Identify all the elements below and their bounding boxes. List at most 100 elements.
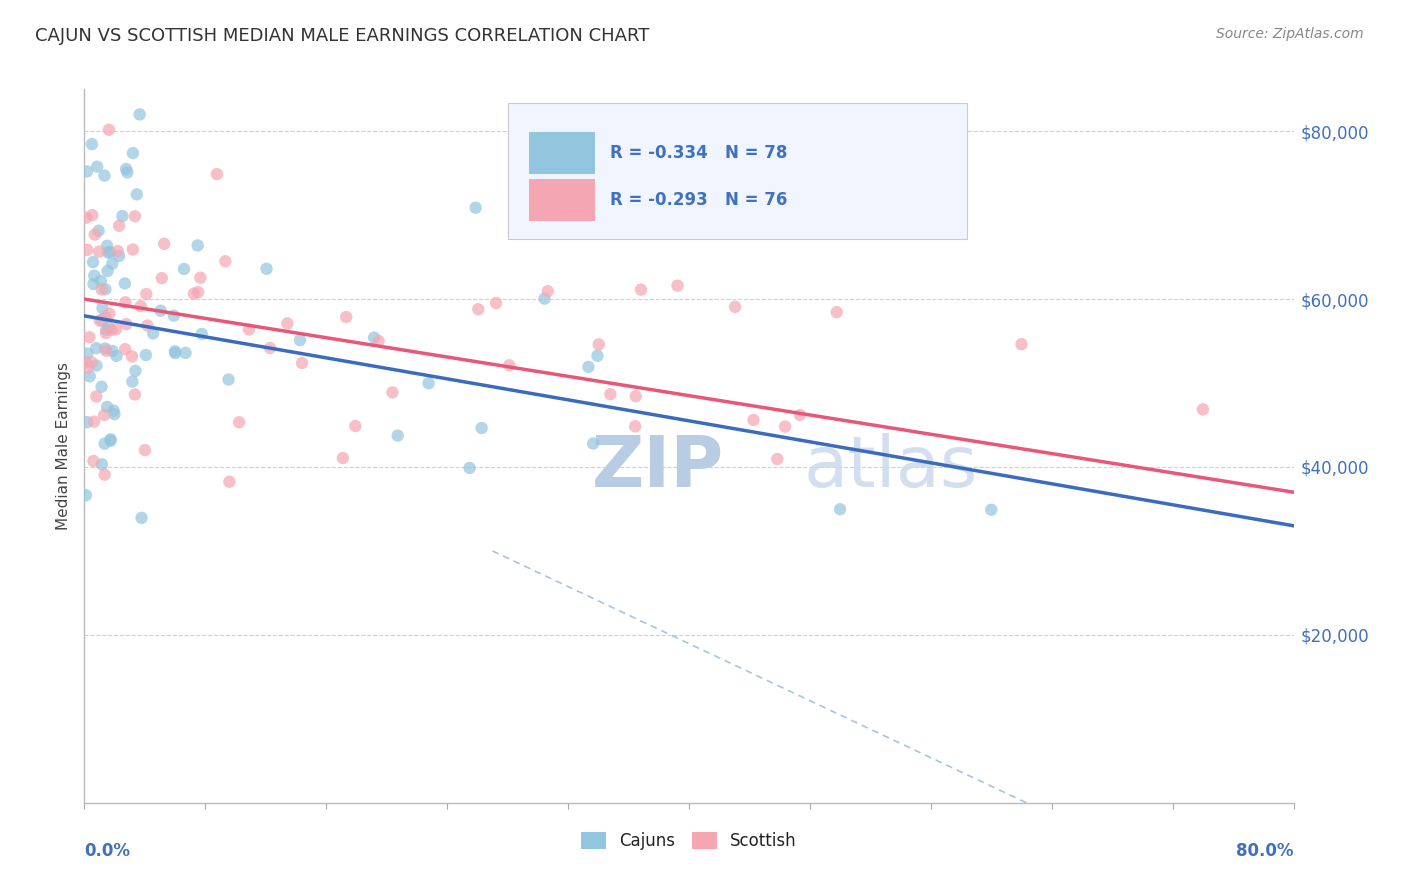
Point (75, 488, 97, 502)
Point (91, 301, 114, 315)
Point (980, 503, 1002, 517)
Point (97, 320, 120, 334)
Point (94, 282, 117, 296)
Point (114, 295, 136, 310)
Point (485, 296, 508, 310)
Point (163, 309, 186, 323)
Point (128, 107, 150, 121)
Point (83, 227, 105, 242)
Point (97, 245, 120, 260)
Point (124, 364, 146, 378)
Point (259, 341, 281, 355)
Point (107, 244, 129, 258)
Point (100, 323, 122, 337)
Point (84, 341, 107, 355)
Point (104, 322, 127, 336)
Point (76, 164, 98, 178)
Point (83, 268, 105, 283)
Point (766, 452, 789, 467)
Point (111, 209, 134, 223)
Point (256, 261, 278, 276)
Text: CAJUN VS SCOTTISH MEDIAN MALE EARNINGS CORRELATION CHART: CAJUN VS SCOTTISH MEDIAN MALE EARNINGS C… (35, 27, 650, 45)
Point (122, 146, 145, 161)
Point (238, 322, 260, 336)
Legend: Cajuns, Scottish: Cajuns, Scottish (576, 827, 801, 855)
Point (149, 303, 172, 318)
Point (183, 286, 205, 301)
Point (291, 356, 314, 370)
Point (228, 415, 250, 429)
Point (90, 458, 112, 472)
Point (82, 255, 104, 269)
Point (121, 350, 143, 364)
Point (537, 284, 560, 298)
Point (191, 326, 214, 341)
Point (93, 436, 115, 450)
Point (80, 355, 103, 369)
Point (76, 360, 98, 375)
Point (93, 169, 115, 183)
Point (125, 187, 148, 202)
Point (124, 209, 146, 223)
Point (100, 432, 122, 446)
Point (76, 346, 98, 360)
Text: 80.0%: 80.0% (1236, 842, 1294, 860)
Point (187, 238, 209, 252)
Point (94, 342, 117, 356)
Text: R = -0.334   N = 78: R = -0.334 N = 78 (610, 145, 787, 162)
Point (79, 369, 101, 384)
Point (87, 224, 110, 238)
Point (103, 407, 125, 421)
Point (173, 262, 195, 277)
Point (288, 333, 311, 347)
Point (80, 137, 103, 152)
Point (218, 475, 240, 489)
Point (471, 421, 494, 435)
Point (86, 160, 108, 174)
Point (75, 355, 97, 369)
Point (108, 219, 131, 233)
Point (624, 419, 647, 434)
Point (464, 201, 486, 215)
Point (387, 428, 409, 442)
Point (94, 326, 117, 340)
Point (190, 270, 212, 285)
Y-axis label: Median Male Earnings: Median Male Earnings (56, 362, 72, 530)
Point (90, 274, 112, 288)
Point (76, 415, 98, 429)
Point (96, 239, 118, 253)
Point (363, 330, 385, 344)
Point (100, 434, 122, 448)
Point (666, 278, 689, 293)
Point (830, 502, 852, 516)
Point (142, 326, 165, 341)
Point (205, 167, 228, 181)
Point (1011, 337, 1033, 351)
Point (96, 323, 118, 337)
Point (498, 359, 520, 373)
Point (165, 346, 187, 360)
Point (630, 283, 652, 297)
Point (582, 436, 605, 450)
Point (90, 380, 112, 394)
Point (124, 387, 146, 401)
Point (83, 415, 105, 429)
Point (96, 400, 118, 414)
Point (103, 403, 125, 417)
Point (578, 359, 600, 374)
Point (344, 419, 367, 434)
Point (97, 264, 120, 278)
Point (135, 287, 157, 301)
Point (332, 450, 354, 465)
Text: atlas: atlas (804, 433, 979, 502)
Point (115, 317, 138, 331)
Point (82, 208, 104, 222)
Point (114, 277, 136, 291)
Point (599, 387, 621, 401)
Point (825, 305, 848, 319)
Point (174, 346, 197, 360)
Point (82, 454, 104, 468)
Point (114, 342, 136, 356)
Point (533, 292, 555, 306)
Point (129, 299, 152, 313)
